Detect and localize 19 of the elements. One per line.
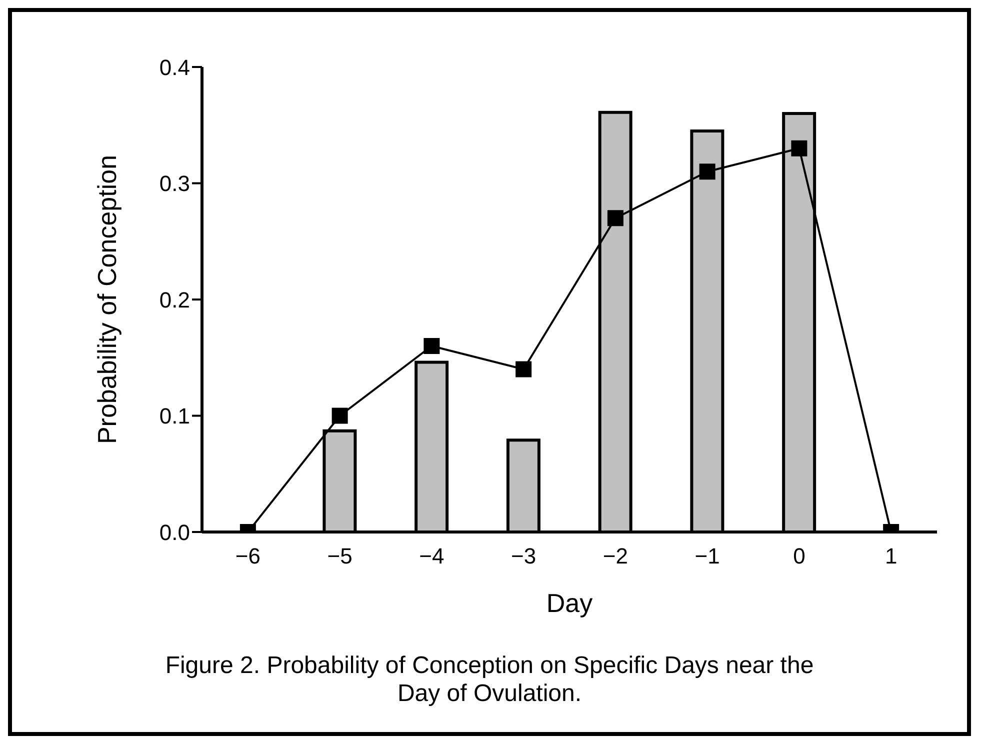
x-tick-label: −4 [419, 544, 444, 569]
x-tick-label: −5 [327, 544, 352, 569]
x-tick-label: −1 [694, 544, 720, 569]
y-tick-label: 0.3 [159, 171, 190, 196]
x-tick-label: −6 [235, 544, 260, 569]
caption: Figure 2. Probability of Conception on Specific Days near the Day of Ovulation. [164, 652, 815, 708]
x-tick-label: 0 [793, 544, 806, 569]
y-axis-title: Probability of Conception [92, 154, 122, 444]
x-axis-title: Day [546, 588, 593, 618]
point [699, 164, 716, 180]
y-tick-label: 0.4 [159, 54, 190, 80]
y-tick-label: 0.2 [159, 287, 190, 312]
x-tick-label: 1 [884, 544, 898, 569]
point [607, 210, 624, 226]
y-tick-label: 0.1 [159, 404, 190, 429]
x-tick-label: −2 [602, 544, 628, 569]
point [791, 140, 808, 156]
x-tick-label: −3 [511, 544, 536, 569]
y-tick-label: 0.0 [159, 520, 190, 545]
